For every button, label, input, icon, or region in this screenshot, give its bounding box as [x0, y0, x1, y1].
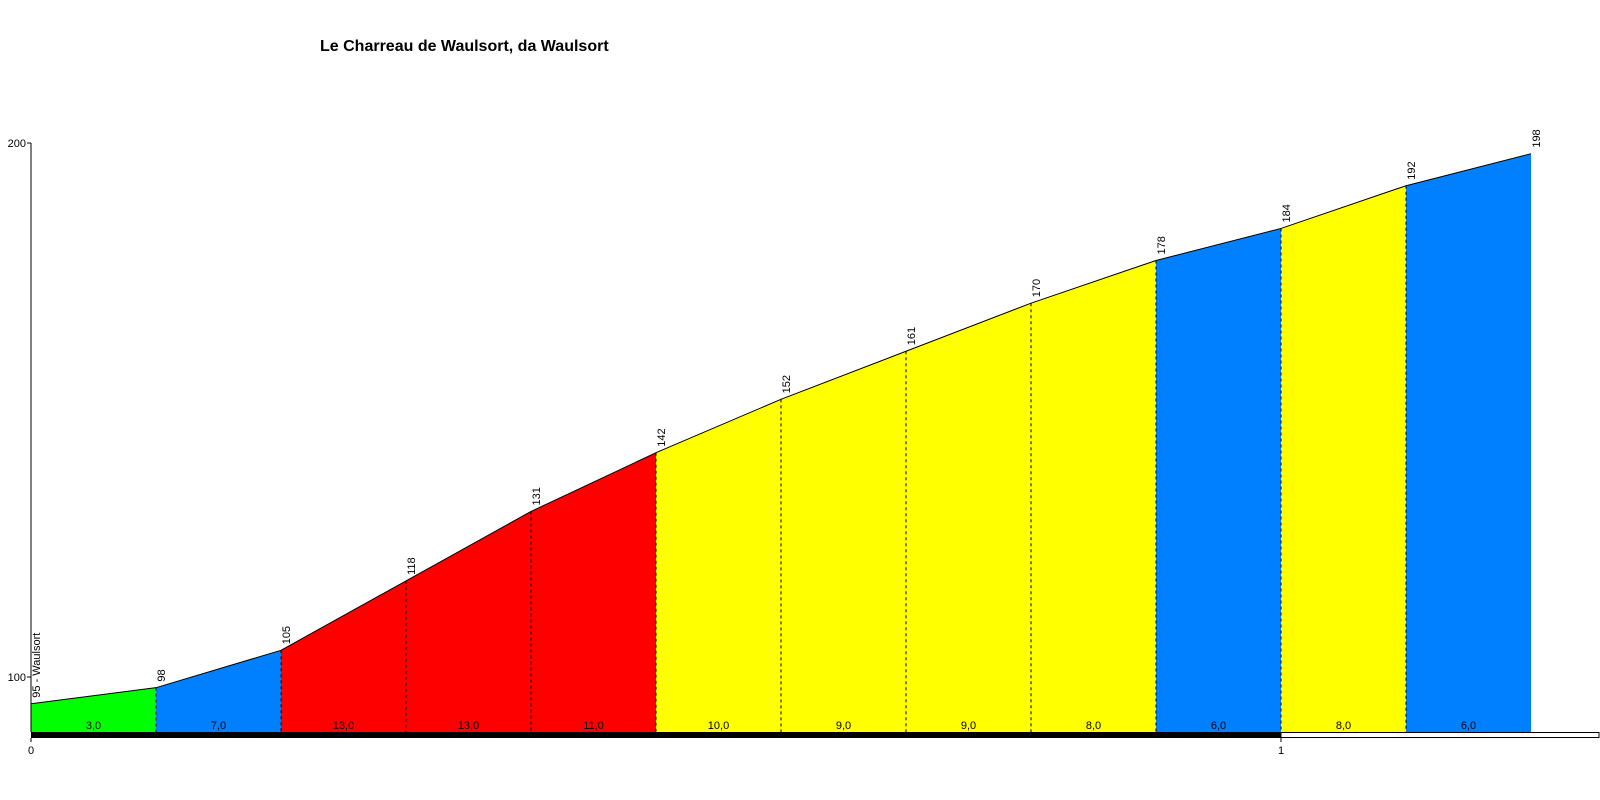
segment-gradient-label: 11,0	[583, 720, 604, 732]
segment-2	[156, 650, 281, 732]
segment-gradient-label: 13,0	[458, 720, 479, 732]
segment-gradient-label: 6,0	[1211, 720, 1226, 732]
segment-12	[1406, 153, 1531, 732]
segment-4	[406, 511, 531, 732]
chart-title: Le Charreau de Waulsort, da Waulsort	[320, 38, 609, 55]
start-elevation-label: 95 - Waulsort	[31, 633, 43, 698]
segment-gradient-label: 8,0	[1086, 720, 1101, 732]
elevation-label: 105	[281, 626, 293, 644]
segment-gradient-label: 8,0	[1336, 720, 1351, 732]
segment-11	[1281, 185, 1406, 733]
segment-9	[1031, 260, 1156, 732]
segment-gradient-label: 9,0	[961, 720, 976, 732]
segment-5	[531, 452, 656, 732]
elevation-label: 198	[1531, 129, 1543, 147]
segment-3	[281, 580, 406, 732]
elevation-label: 118	[406, 557, 418, 575]
elevation-label: 178	[1156, 236, 1168, 254]
y-axis-tick-label: 200	[8, 138, 26, 150]
segment-7	[781, 351, 906, 732]
elevation-label: 152	[781, 375, 793, 393]
elevation-label: 192	[1406, 161, 1418, 179]
y-axis-tick-label: 100	[8, 672, 26, 684]
profile-line	[30, 153, 1532, 705]
labels-layer: 3,0 7,0 13,0 13,0 11,0 10,0 9,0 9,0 8,0 6,0 8,0 6,0…	[31, 129, 1543, 732]
elevation-label: 170	[1031, 279, 1043, 297]
segment-10	[1156, 228, 1281, 732]
segment-gradient-label: 7,0	[211, 720, 226, 732]
segments-layer	[30, 153, 1532, 733]
segment-gradient-label: 6,0	[1461, 720, 1476, 732]
x-axis-km-bar-empty	[1280, 732, 1600, 738]
elevation-label: 131	[531, 487, 543, 505]
elevation-label: 98	[156, 669, 168, 681]
axes-layer: 100 200 0 1	[8, 138, 1600, 757]
elevation-label: 184	[1281, 204, 1293, 222]
segment-8	[906, 303, 1031, 732]
elevation-label: 142	[656, 428, 668, 446]
segment-6	[656, 399, 781, 732]
segment-1	[31, 687, 156, 732]
segment-gradient-label: 10,0	[708, 720, 729, 732]
segment-gradient-label: 13,0	[333, 720, 354, 732]
x-axis-tick-label: 1	[1278, 745, 1284, 757]
segment-gradient-label: 9,0	[836, 720, 851, 732]
elevation-label: 161	[906, 327, 918, 345]
x-axis-km-bar-filled	[31, 732, 1281, 738]
segment-gradient-label: 3,0	[86, 720, 101, 732]
x-axis-tick-label: 0	[28, 745, 34, 757]
